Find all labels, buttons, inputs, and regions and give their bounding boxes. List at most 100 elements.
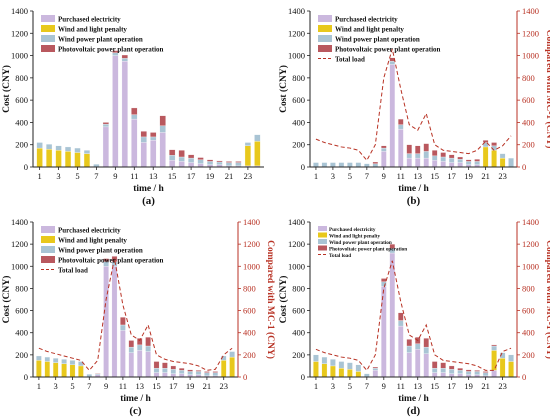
legend-label: Photovoltaic power plant operation	[58, 46, 164, 54]
x-tick-label: 3	[54, 381, 58, 391]
bar	[188, 157, 195, 163]
bar	[508, 361, 514, 378]
bar	[457, 162, 463, 168]
bar	[153, 367, 160, 373]
bar	[78, 365, 84, 378]
y-tick-label: 800	[15, 283, 28, 293]
bar	[254, 134, 261, 142]
x-tick-label: 5	[348, 171, 352, 181]
y2-tick-label: 0	[522, 372, 526, 382]
bar	[338, 162, 345, 168]
y-tick-label: 400	[15, 117, 28, 127]
x-tick-label: 7	[365, 171, 369, 181]
legend-label: Total load	[58, 267, 88, 275]
x-tick-label: 21	[481, 381, 490, 391]
bar	[423, 338, 430, 348]
x-tick-label: 17	[187, 171, 196, 181]
y-tick-label: 800	[292, 283, 305, 293]
y-axis-label: Cost (CNY)	[1, 65, 12, 113]
y2-tick-label: 1200	[522, 28, 539, 38]
bar	[431, 160, 438, 168]
legend-swatch	[41, 236, 55, 243]
legend-label: Wind power plant operation	[58, 36, 143, 44]
x-tick-label: 13	[413, 381, 422, 391]
legend-swatch	[318, 239, 327, 244]
bar	[440, 362, 446, 369]
bar	[220, 360, 227, 378]
bar	[121, 60, 128, 168]
y-tick-label: 200	[292, 140, 305, 150]
bar	[372, 163, 379, 168]
y2-tick-label: 1000	[243, 261, 260, 271]
bar	[195, 371, 202, 375]
y-tick-label: 800	[15, 73, 28, 83]
x-tick-label: 1	[314, 171, 318, 181]
x-tick-label: 19	[206, 171, 215, 181]
bar	[61, 359, 67, 364]
bar	[212, 372, 219, 377]
bar	[229, 351, 235, 358]
y2-tick-label: 0	[522, 162, 526, 172]
bar	[121, 54, 128, 59]
bar	[178, 367, 185, 371]
bar	[140, 131, 147, 138]
bar	[162, 372, 168, 378]
y-tick-label: 0	[24, 162, 28, 172]
bar	[197, 157, 204, 160]
bar	[465, 371, 472, 375]
y-tick-label: 1400	[288, 217, 305, 227]
x-axis-label: time / h	[398, 394, 429, 404]
x-tick-label: 5	[75, 171, 79, 181]
y-tick-label: 0	[301, 372, 305, 382]
bar	[36, 142, 43, 149]
bar	[389, 243, 396, 249]
bar	[159, 115, 166, 126]
legend-swatch	[41, 45, 55, 52]
legend-swatch	[318, 15, 332, 22]
bar	[55, 145, 62, 151]
bar	[457, 159, 463, 163]
y2-tick-label: 400	[243, 328, 256, 338]
x-tick-label: 13	[149, 171, 158, 181]
x-axis-label: time / h	[133, 184, 164, 194]
bar	[508, 157, 514, 168]
x-axis-label: time / h	[398, 184, 429, 194]
bar	[128, 346, 135, 353]
bar	[150, 140, 157, 168]
legend-swatch	[41, 25, 55, 32]
bar	[448, 365, 455, 370]
bar	[74, 147, 81, 153]
y-tick-label: 0	[24, 372, 28, 382]
bar	[474, 159, 480, 162]
bar	[431, 372, 438, 378]
bar	[112, 50, 119, 53]
x-tick-label: 19	[464, 381, 473, 391]
bar	[153, 361, 160, 369]
bar	[431, 367, 438, 373]
bar	[44, 361, 51, 378]
bar	[414, 157, 421, 168]
bar	[406, 144, 413, 154]
bar	[457, 156, 463, 160]
y2-tick-label: 600	[522, 95, 535, 105]
bar	[423, 353, 430, 378]
x-tick-label: 3	[331, 171, 335, 181]
bar	[55, 150, 62, 168]
bar	[406, 157, 413, 168]
y-tick-label: 1200	[11, 239, 28, 249]
bar	[313, 354, 319, 362]
x-tick-label: 15	[430, 381, 439, 391]
bar	[120, 317, 126, 326]
y-axis-label: Cost (CNY)	[278, 276, 289, 324]
bar	[145, 345, 151, 352]
bar	[187, 369, 193, 372]
x-tick-label: 15	[168, 171, 177, 181]
legend-swatch	[41, 226, 55, 233]
bar	[440, 156, 446, 162]
x-tick-label: 23	[219, 381, 228, 391]
bar	[140, 136, 147, 143]
y2-tick-label: 800	[243, 283, 256, 293]
panel-label: (b)	[407, 195, 421, 207]
